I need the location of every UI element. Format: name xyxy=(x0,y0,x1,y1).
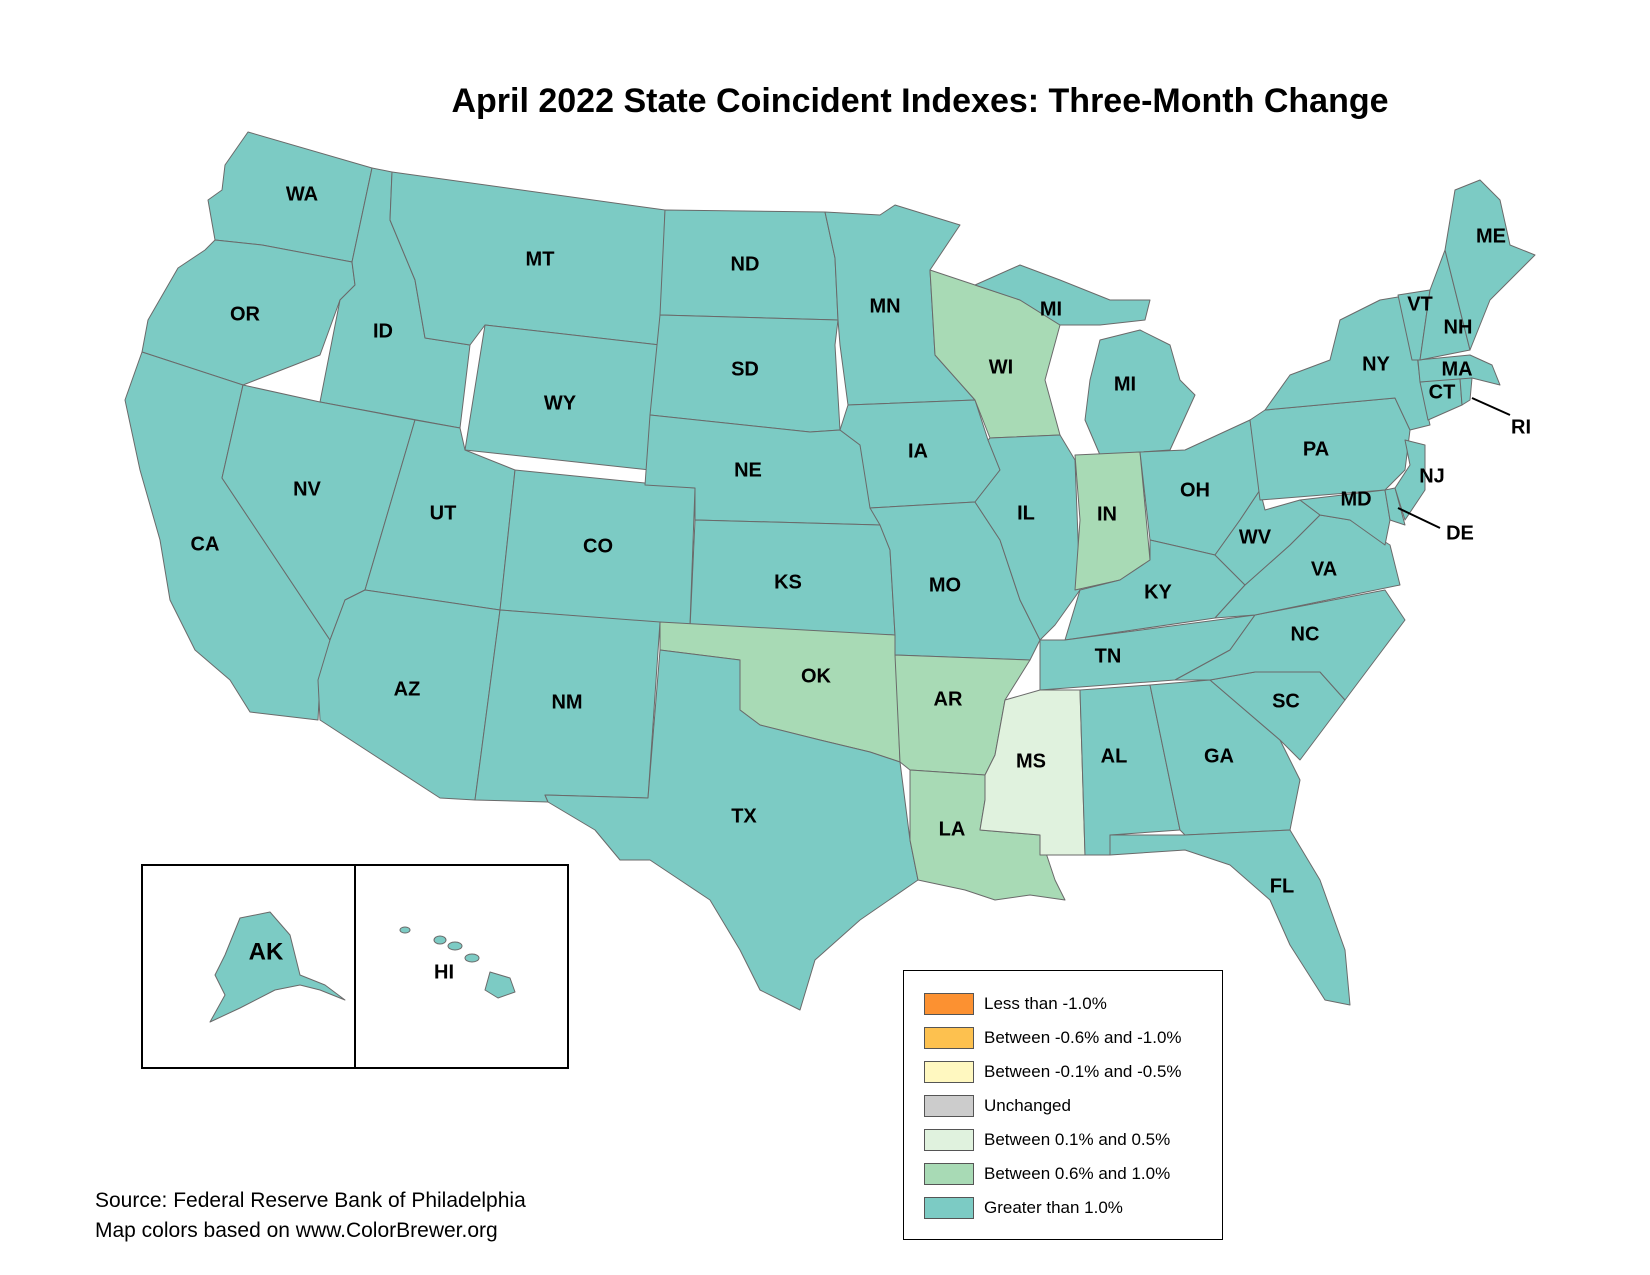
label-MN: MN xyxy=(869,295,900,317)
source-note: Source: Federal Reserve Bank of Philadel… xyxy=(95,1186,526,1246)
label-TN: TN xyxy=(1095,645,1122,667)
label-MI-lower: MI xyxy=(1114,373,1136,395)
label-VT: VT xyxy=(1407,293,1433,315)
label-MT: MT xyxy=(526,248,555,270)
label-ME: ME xyxy=(1476,225,1506,247)
label-IN: IN xyxy=(1097,503,1117,525)
legend-swatch xyxy=(924,993,974,1015)
legend-label: Between -0.1% and -0.5% xyxy=(984,1062,1182,1081)
legend-item-0.6-to-1.0: Between 0.6% and 1.0% xyxy=(924,1161,1170,1187)
state-DE[interactable] xyxy=(1384,487,1406,526)
label-HI: HI xyxy=(434,961,454,983)
label-DE: DE xyxy=(1446,522,1474,544)
legend-label: Greater than 1.0% xyxy=(984,1198,1123,1217)
label-CA: CA xyxy=(191,533,220,555)
label-KS: KS xyxy=(774,571,802,593)
label-GA: GA xyxy=(1204,745,1234,767)
state-HI[interactable] xyxy=(399,926,516,999)
label-VA: VA xyxy=(1311,558,1337,580)
map-title-text: April 2022 State Coincident Indexes: Thr… xyxy=(451,82,1389,120)
legend-label: Between 0.1% and 0.5% xyxy=(984,1130,1171,1149)
label-OH: OH xyxy=(1180,479,1210,501)
legend-item-neg-0.1-to-neg-0.5: Between -0.1% and -0.5% xyxy=(924,1059,1182,1085)
state-MA[interactable] xyxy=(1417,354,1501,386)
label-MI-upper: MI xyxy=(1040,298,1062,320)
label-FL: FL xyxy=(1270,875,1294,897)
label-NM: NM xyxy=(551,691,582,713)
label-WA: WA xyxy=(286,183,318,205)
state-NC[interactable] xyxy=(1174,589,1406,701)
state-FL[interactable] xyxy=(1109,829,1351,1006)
label-WI: WI xyxy=(989,356,1013,378)
legend-swatch xyxy=(924,1027,974,1049)
label-NJ: NJ xyxy=(1419,465,1445,487)
state-MS[interactable] xyxy=(979,689,1086,856)
state-MI-upper[interactable] xyxy=(974,264,1151,326)
label-TX: TX xyxy=(731,805,757,827)
map-title: April 2022 State Coincident Indexes: Thr… xyxy=(0,82,1650,121)
state-TX[interactable] xyxy=(544,649,919,1011)
legend-swatch xyxy=(924,1163,974,1185)
legend-item-0.1-to-0.5: Between 0.1% and 0.5% xyxy=(924,1127,1170,1153)
label-WV: WV xyxy=(1239,526,1272,548)
label-PA: PA xyxy=(1303,438,1329,460)
legend-swatch xyxy=(924,1095,974,1117)
state-MI-lower[interactable] xyxy=(1084,329,1196,456)
legend-item-less-than-neg-1: Less than -1.0% xyxy=(924,991,1107,1017)
state-KY[interactable] xyxy=(1064,539,1246,641)
legend-swatch xyxy=(924,1197,974,1219)
legend-label: Between 0.6% and 1.0% xyxy=(984,1164,1171,1183)
label-SC: SC xyxy=(1272,690,1300,712)
state-NJ[interactable] xyxy=(1394,439,1426,521)
label-WY: WY xyxy=(544,392,577,414)
label-AK: AK xyxy=(249,938,284,965)
state-OR[interactable] xyxy=(141,239,356,386)
legend-label: Unchanged xyxy=(984,1096,1071,1115)
label-UT: UT xyxy=(430,502,457,524)
legend-swatch xyxy=(924,1061,974,1083)
label-AL: AL xyxy=(1101,745,1128,767)
label-IL: IL xyxy=(1017,502,1035,524)
legend-label: Less than -1.0% xyxy=(984,994,1107,1013)
hawaii-inset-frame xyxy=(354,864,569,1069)
colorbrewer-line: Map colors based on www.ColorBrewer.org xyxy=(95,1219,498,1242)
leader-DE xyxy=(1397,507,1441,529)
legend-label: Between -0.6% and -1.0% xyxy=(984,1028,1182,1047)
label-LA: LA xyxy=(939,818,966,840)
legend: Less than -1.0% Between -0.6% and -1.0% … xyxy=(903,970,1223,1240)
legend-item-neg-0.6-to-neg-1: Between -0.6% and -1.0% xyxy=(924,1025,1182,1051)
label-NV: NV xyxy=(293,478,321,500)
label-OK: OK xyxy=(801,665,832,687)
label-NC: NC xyxy=(1291,623,1320,645)
label-NE: NE xyxy=(734,459,762,481)
state-ME[interactable] xyxy=(1444,179,1536,351)
state-AK[interactable] xyxy=(209,911,346,1023)
label-KY: KY xyxy=(1144,581,1172,603)
label-ND: ND xyxy=(731,253,760,275)
legend-item-greater-than-1: Greater than 1.0% xyxy=(924,1195,1123,1221)
label-MD: MD xyxy=(1340,488,1371,510)
label-CT: CT xyxy=(1429,381,1456,403)
label-MS: MS xyxy=(1016,750,1046,772)
state-RI[interactable] xyxy=(1459,377,1473,406)
label-IA: IA xyxy=(908,440,928,462)
label-RI: RI xyxy=(1511,416,1531,438)
label-NH: NH xyxy=(1444,316,1473,338)
label-AZ: AZ xyxy=(394,678,421,700)
label-MO: MO xyxy=(929,574,961,596)
label-AR: AR xyxy=(934,688,963,710)
leader-RI xyxy=(1471,397,1511,416)
label-MA: MA xyxy=(1441,358,1472,380)
source-line: Source: Federal Reserve Bank of Philadel… xyxy=(95,1189,526,1212)
label-ID: ID xyxy=(373,320,393,342)
label-CO: CO xyxy=(583,535,613,557)
state-IL[interactable] xyxy=(974,434,1081,641)
legend-item-unchanged: Unchanged xyxy=(924,1093,1071,1119)
state-PA[interactable] xyxy=(1249,397,1411,501)
legend-swatch xyxy=(924,1129,974,1151)
label-OR: OR xyxy=(230,303,261,325)
label-NY: NY xyxy=(1362,353,1390,375)
label-SD: SD xyxy=(731,358,759,380)
